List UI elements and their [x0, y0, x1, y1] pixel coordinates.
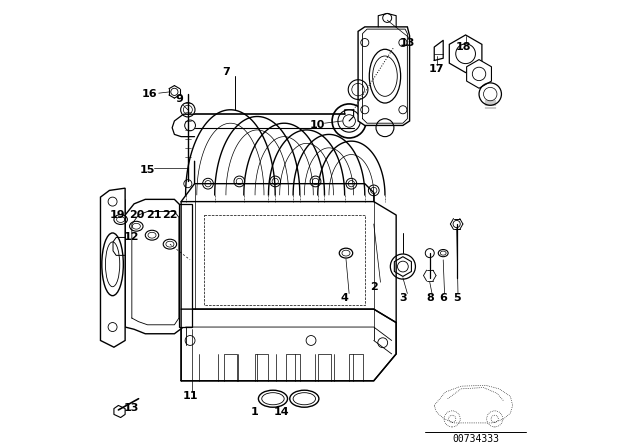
Text: 22: 22	[162, 210, 178, 220]
Text: 20: 20	[129, 210, 144, 220]
Text: 16: 16	[142, 89, 157, 99]
Polygon shape	[358, 27, 410, 125]
Text: 1: 1	[251, 407, 259, 417]
Text: 18: 18	[456, 42, 471, 52]
Polygon shape	[179, 204, 192, 327]
Text: 14: 14	[274, 407, 290, 417]
Text: 13: 13	[124, 403, 140, 413]
Text: 6: 6	[439, 293, 447, 303]
Polygon shape	[467, 60, 492, 88]
Text: 2: 2	[370, 282, 378, 292]
Text: 5: 5	[453, 293, 460, 303]
Text: 17: 17	[429, 65, 444, 74]
Text: 13: 13	[399, 38, 415, 47]
Text: 15: 15	[140, 165, 156, 175]
Text: 7: 7	[222, 67, 230, 77]
Text: 19: 19	[109, 210, 125, 220]
Text: 4: 4	[340, 293, 349, 303]
Text: 21: 21	[147, 210, 162, 220]
Text: 8: 8	[426, 293, 434, 303]
Polygon shape	[125, 199, 184, 334]
Text: 9: 9	[175, 94, 183, 103]
Polygon shape	[181, 309, 396, 381]
Polygon shape	[394, 257, 412, 276]
Text: 3: 3	[399, 293, 406, 303]
Polygon shape	[114, 405, 125, 418]
Text: 12: 12	[124, 233, 140, 242]
Text: 11: 11	[182, 392, 198, 401]
Text: 10: 10	[310, 121, 326, 130]
Text: 00734333: 00734333	[452, 434, 499, 444]
Polygon shape	[100, 188, 125, 347]
Polygon shape	[449, 35, 482, 73]
